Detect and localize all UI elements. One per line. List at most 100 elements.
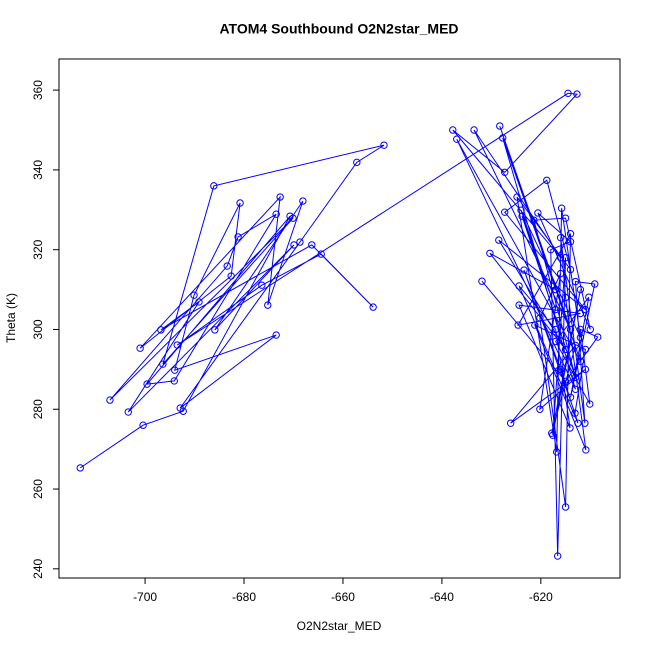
y-tick-label: 320 <box>31 239 45 259</box>
data-point <box>594 333 602 341</box>
x-tick-label: -620 <box>529 590 553 604</box>
data-point <box>556 253 565 262</box>
data-point <box>272 331 280 339</box>
y-tick-label: 300 <box>31 319 45 339</box>
data-point <box>369 303 377 311</box>
x-tick-label: -680 <box>232 590 256 604</box>
data-point <box>531 321 539 329</box>
data-point <box>581 305 590 314</box>
data-point <box>211 326 219 334</box>
data-point <box>571 277 580 286</box>
y-tick-label: 280 <box>31 399 45 419</box>
data-point <box>317 250 325 258</box>
data-point <box>236 199 244 207</box>
data-point <box>264 301 272 309</box>
data-point <box>534 209 542 217</box>
data-point <box>547 245 555 254</box>
y-tick-label: 240 <box>31 558 45 578</box>
data-point <box>576 357 585 366</box>
data-point <box>515 282 523 290</box>
data-point <box>564 89 572 98</box>
data-point <box>576 309 585 318</box>
data-point <box>518 212 526 220</box>
data-point <box>495 236 503 244</box>
data-point <box>566 238 575 246</box>
data-point <box>499 134 507 142</box>
data-point <box>106 396 114 404</box>
y-tick-label: 340 <box>31 160 45 180</box>
data-point <box>551 337 560 346</box>
data-point <box>470 126 478 134</box>
data-point <box>496 122 504 130</box>
data-point <box>557 204 566 212</box>
data-point <box>170 377 178 385</box>
data-point <box>561 345 570 354</box>
y-tick-label: 260 <box>31 479 45 499</box>
data-point <box>571 409 579 417</box>
data-point <box>530 216 538 224</box>
data-point <box>173 341 181 349</box>
data-point <box>501 208 509 216</box>
data-point <box>561 503 570 511</box>
data-point <box>553 552 562 560</box>
data-point <box>159 360 167 368</box>
data-point <box>582 446 590 454</box>
data-point <box>195 298 203 306</box>
data-point <box>478 277 486 285</box>
data-point <box>143 380 151 388</box>
data-point <box>190 291 198 299</box>
data-point <box>585 293 593 301</box>
data-point <box>453 135 461 143</box>
data-point <box>276 193 284 201</box>
x-tick-label: -660 <box>331 590 355 604</box>
data-point <box>573 90 581 98</box>
data-point <box>581 419 589 427</box>
data-point <box>299 197 307 205</box>
data-point <box>556 269 565 278</box>
data-point <box>581 365 590 374</box>
data-point <box>227 272 235 280</box>
data-point <box>506 419 515 427</box>
data-point <box>576 285 585 294</box>
data-point <box>591 280 599 288</box>
data-point <box>296 238 304 246</box>
data-point <box>551 325 560 334</box>
data-point <box>552 448 561 456</box>
data-point <box>308 241 316 249</box>
data-point <box>576 333 585 342</box>
data-point <box>139 421 147 429</box>
plot-frame <box>58 58 621 579</box>
y-axis-title: Theta (K) <box>4 293 18 343</box>
data-point <box>223 262 231 270</box>
data-point <box>566 424 574 432</box>
chart-title: ATOM4 Southbound O2N2star_MED <box>219 21 458 37</box>
data-point <box>561 253 570 262</box>
x-tick-label: -700 <box>133 590 157 604</box>
data-point <box>586 400 594 408</box>
data-point <box>124 408 132 416</box>
data-point <box>561 214 570 222</box>
data-point <box>566 325 575 334</box>
data-point <box>290 241 298 249</box>
data-point <box>520 266 528 274</box>
data-point <box>566 265 575 274</box>
data-point <box>586 325 595 334</box>
data-point <box>76 464 84 472</box>
data-point <box>514 321 522 329</box>
data-point <box>380 141 388 149</box>
data-point <box>515 301 523 309</box>
data-point <box>566 230 575 238</box>
y-tick-label: 360 <box>31 80 45 100</box>
data-point <box>353 158 361 167</box>
data-point <box>561 293 570 302</box>
data-point <box>576 325 585 334</box>
x-tick-label: -640 <box>430 590 454 604</box>
data-point <box>551 305 560 314</box>
data-point <box>289 214 297 222</box>
data-point <box>176 404 184 412</box>
data-point <box>571 341 580 350</box>
data-point <box>486 249 494 257</box>
data-point <box>210 182 218 190</box>
data-point <box>171 366 179 374</box>
